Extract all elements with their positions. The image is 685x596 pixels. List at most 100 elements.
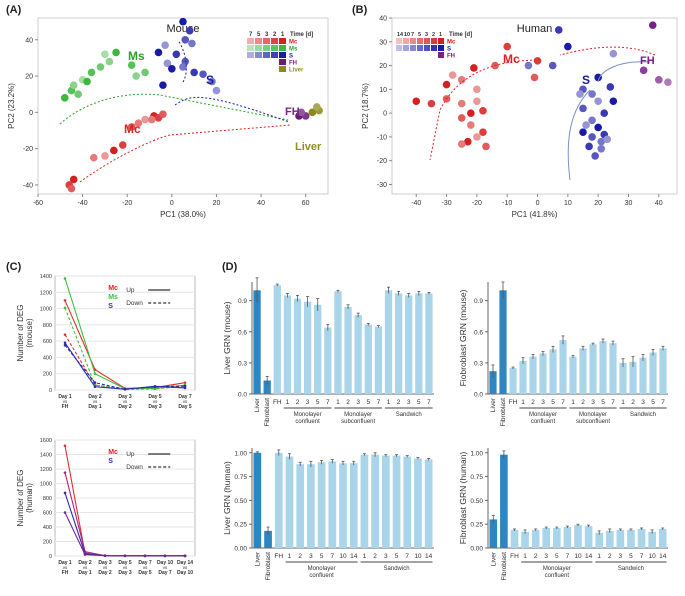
legend-row-label: Ms: [289, 47, 298, 53]
bar: [619, 362, 627, 394]
x-tick-label: 1: [597, 553, 601, 560]
data-point-mc: [479, 106, 487, 115]
x-tick-label: vs: [183, 565, 188, 570]
x-tick-label: Liver: [490, 397, 497, 412]
bar: [542, 528, 551, 548]
group-label: Monolayer: [294, 412, 322, 418]
legend-swatch: [255, 38, 262, 44]
y-tick-label: 0: [29, 110, 33, 117]
bar: [381, 455, 390, 548]
data-point-ms: [60, 94, 69, 102]
x-axis-label: PC1 (41.8%): [512, 210, 558, 219]
data-point: [183, 384, 187, 388]
legend-swatch: [403, 45, 409, 51]
data-point-s: [588, 116, 596, 125]
data-point-s: [585, 142, 593, 151]
data-point: [63, 444, 67, 448]
legend-swatch: [279, 66, 286, 72]
bar: [489, 519, 498, 548]
bar: [349, 463, 358, 548]
series-line: [64, 472, 185, 557]
panel-label-a: (A): [6, 4, 22, 16]
x-tick-label: 0: [536, 200, 540, 207]
data-point: [143, 554, 147, 558]
y-axis-label: (mouse): [25, 318, 34, 348]
scatter-panel-B: -40 -30 -20 -10 0 10 20 30 40 -30 -20 -10 0 10 20 30 40 P…: [361, 16, 678, 219]
data-point-ms: [87, 68, 96, 77]
trajectory-arrow: [174, 96, 290, 123]
x-tick-label: vs: [123, 399, 128, 404]
bar: [328, 461, 337, 548]
bar: [324, 327, 332, 394]
x-tick-label: 14: [585, 553, 593, 560]
legend-swatch: [271, 45, 278, 51]
x-tick-label: 2: [631, 399, 635, 406]
bar: [405, 295, 413, 394]
data-point-mc: [101, 152, 109, 160]
legend-style-label: Up: [126, 287, 135, 294]
y-tick-label: 30: [379, 39, 387, 46]
bar: [274, 452, 283, 548]
bar: [627, 529, 635, 548]
bar: [403, 456, 412, 548]
annotation-mc: Mc: [124, 122, 141, 136]
legend-swatch: [279, 38, 286, 44]
bar: [339, 463, 347, 548]
x-tick-label: vs: [83, 565, 88, 570]
group-label: Monolayer: [529, 412, 557, 418]
data-point: [163, 554, 167, 558]
data-point-s: [594, 97, 602, 106]
y-tick-label: 20: [379, 63, 387, 70]
y-axis-label: Fiobroblast GRN (mouse): [458, 289, 468, 386]
data-point: [93, 385, 97, 389]
y-tick-label: 1000: [40, 482, 52, 488]
data-point-ms: [69, 81, 78, 89]
bar: [509, 368, 517, 394]
x-tick-label: FH: [273, 399, 282, 406]
data-point: [183, 386, 187, 390]
plot-frame: [54, 275, 196, 391]
legend-time: 2: [432, 32, 435, 38]
trajectory-arrow: [59, 93, 289, 125]
x-tick-label: 3: [541, 399, 545, 406]
x-tick-label: vs: [63, 565, 68, 570]
data-point-ms: [105, 57, 114, 66]
data-point-mc: [467, 121, 475, 129]
x-tick-label: vs: [143, 565, 148, 570]
data-point: [63, 491, 67, 495]
data-point-mc: [427, 99, 436, 108]
x-tick-label: Liver: [254, 397, 261, 412]
x-tick-label: 10: [339, 553, 347, 560]
x-tick-label: 3: [619, 553, 623, 560]
x-tick-label: 3: [544, 553, 548, 560]
x-tick-label: Day 7: [178, 394, 192, 400]
data-point-s: [594, 123, 602, 132]
x-tick-label: Fibroblast: [501, 552, 508, 581]
legend-title: Time [d]: [449, 32, 472, 38]
x-tick-label: Liver: [490, 551, 497, 566]
x-tick-label: FH: [274, 553, 283, 560]
x-tick-label: 7: [566, 553, 570, 560]
legend-row-label: Liver: [289, 68, 304, 74]
data-point-s: [188, 39, 196, 48]
trajectory-arrow: [79, 124, 291, 183]
x-tick-label: 1: [521, 399, 525, 406]
data-point-s: [609, 97, 618, 106]
y-tick-label: 0.9: [474, 298, 483, 305]
y-tick-label: 0.3: [238, 360, 247, 367]
bar: [539, 353, 547, 394]
x-tick-label: vs: [123, 565, 128, 570]
bar: [414, 458, 422, 548]
data-point-fh: [639, 66, 648, 75]
data-point-s: [597, 137, 606, 146]
legend-time: 14: [397, 32, 404, 38]
legend-swatch: [263, 52, 270, 58]
legend-time: 7: [411, 32, 414, 38]
legend-swatch: [424, 45, 430, 51]
data-point-s: [609, 49, 618, 58]
bar: [579, 348, 587, 394]
y-tick-label: 0.75: [470, 474, 483, 481]
x-tick-label: 2: [581, 399, 585, 406]
